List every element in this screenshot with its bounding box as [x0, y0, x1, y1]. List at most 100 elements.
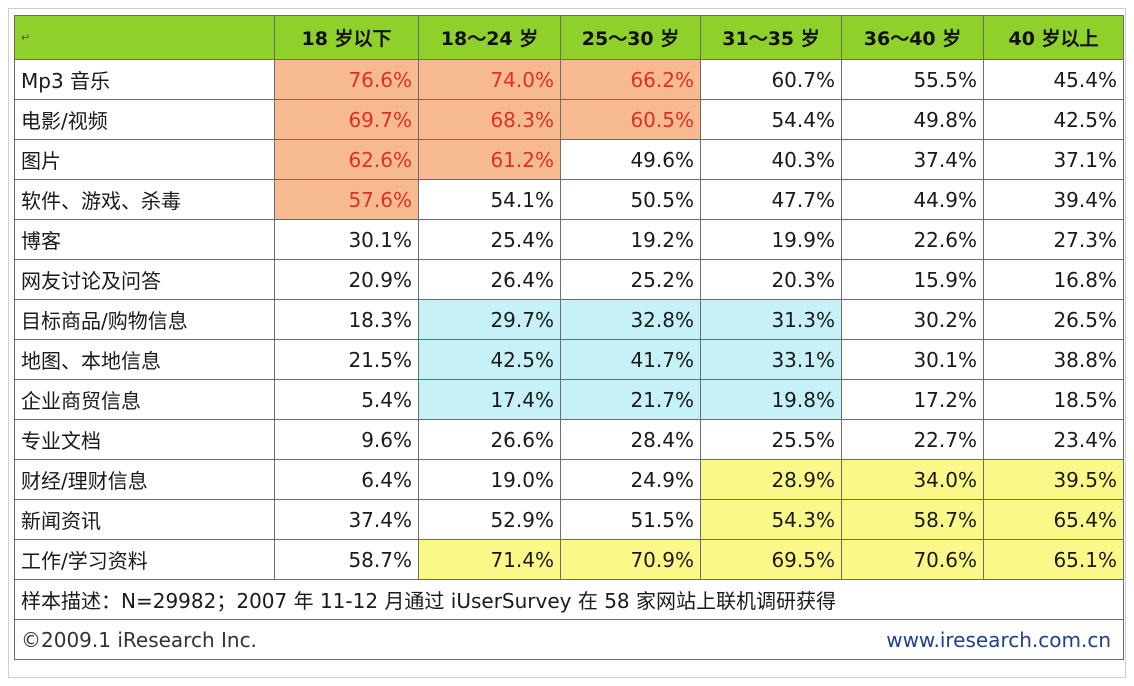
header-age-36-40: 36～40 岁: [841, 15, 984, 60]
row-label: 软件、游戏、杀毒: [14, 179, 275, 220]
value-cell: 70.9%: [560, 539, 701, 580]
age-usage-table: ↵ 18 岁以下 18～24 岁 25～30 岁 31～35 岁 36～40 岁…: [14, 15, 1124, 660]
value-cell: 45.4%: [983, 59, 1124, 100]
value-cell: 27.3%: [983, 219, 1124, 260]
table-row: 财经/理财信息 6.4% 19.0% 24.9% 28.9% 34.0% 39.5%: [14, 459, 1124, 500]
value-cell: 65.4%: [983, 499, 1124, 540]
row-label: 财经/理财信息: [14, 459, 275, 500]
value-cell: 42.5%: [418, 339, 561, 380]
value-cell: 55.5%: [841, 59, 984, 100]
value-cell: 26.6%: [418, 419, 561, 460]
value-cell: 25.5%: [700, 419, 842, 460]
value-cell: 17.2%: [841, 379, 984, 420]
value-cell: 42.5%: [983, 99, 1124, 140]
value-cell: 9.6%: [274, 419, 419, 460]
row-label: 工作/学习资料: [14, 539, 275, 580]
value-cell: 60.7%: [700, 59, 842, 100]
value-cell: 52.9%: [418, 499, 561, 540]
table-row: 目标商品/购物信息 18.3% 29.7% 32.8% 31.3% 30.2% 26.5%: [14, 299, 1124, 340]
value-cell: 58.7%: [841, 499, 984, 540]
value-cell: 61.2%: [418, 139, 561, 180]
row-label: 地图、本地信息: [14, 339, 275, 380]
value-cell: 34.0%: [841, 459, 984, 500]
copyright-row: ©2009.1 iResearch Inc. www.iresearch.com…: [14, 619, 1124, 660]
row-label: 网友讨论及问答: [14, 259, 275, 300]
value-cell: 26.5%: [983, 299, 1124, 340]
value-cell: 57.6%: [274, 179, 419, 220]
value-cell: 37.4%: [274, 499, 419, 540]
value-cell: 40.3%: [700, 139, 842, 180]
value-cell: 31.3%: [700, 299, 842, 340]
value-cell: 20.3%: [700, 259, 842, 300]
header-row: ↵ 18 岁以下 18～24 岁 25～30 岁 31～35 岁 36～40 岁…: [14, 15, 1124, 60]
value-cell: 39.4%: [983, 179, 1124, 220]
value-cell: 24.9%: [560, 459, 701, 500]
value-cell: 18.3%: [274, 299, 419, 340]
value-cell: 37.4%: [841, 139, 984, 180]
value-cell: 15.9%: [841, 259, 984, 300]
value-cell: 5.4%: [274, 379, 419, 420]
value-cell: 25.2%: [560, 259, 701, 300]
row-label: 博客: [14, 219, 275, 260]
value-cell: 68.3%: [418, 99, 561, 140]
value-cell: 21.5%: [274, 339, 419, 380]
value-cell: 28.4%: [560, 419, 701, 460]
value-cell: 30.1%: [274, 219, 419, 260]
header-age-under-18: 18 岁以下: [274, 15, 419, 60]
note-row: 样本描述：N=29982；2007 年 11-12 月通过 iUserSurve…: [14, 579, 1124, 620]
row-label: 专业文档: [14, 419, 275, 460]
table-row: 博客 30.1% 25.4% 19.2% 19.9% 22.6% 27.3%: [14, 219, 1124, 260]
value-cell: 49.8%: [841, 99, 984, 140]
website-link[interactable]: www.iresearch.com.cn: [886, 627, 1111, 652]
value-cell: 19.0%: [418, 459, 561, 500]
value-cell: 49.6%: [560, 139, 701, 180]
header-age-18-24: 18～24 岁: [418, 15, 561, 60]
value-cell: 18.5%: [983, 379, 1124, 420]
value-cell: 51.5%: [560, 499, 701, 540]
value-cell: 22.6%: [841, 219, 984, 260]
table-row: 图片 62.6% 61.2% 49.6% 40.3% 37.4% 37.1%: [14, 139, 1124, 180]
row-label: 企业商贸信息: [14, 379, 275, 420]
value-cell: 19.2%: [560, 219, 701, 260]
table-row: 工作/学习资料 58.7% 71.4% 70.9% 69.5% 70.6% 65.1%: [14, 539, 1124, 580]
value-cell: 29.7%: [418, 299, 561, 340]
value-cell: 66.2%: [560, 59, 701, 100]
value-cell: 30.2%: [841, 299, 984, 340]
value-cell: 19.8%: [700, 379, 842, 420]
copyright-text: ©2009.1 iResearch Inc.: [21, 627, 257, 652]
table-row: 网友讨论及问答 20.9% 26.4% 25.2% 20.3% 15.9% 16.8%: [14, 259, 1124, 300]
value-cell: 6.4%: [274, 459, 419, 500]
value-cell: 20.9%: [274, 259, 419, 300]
value-cell: 25.4%: [418, 219, 561, 260]
value-cell: 71.4%: [418, 539, 561, 580]
value-cell: 69.7%: [274, 99, 419, 140]
row-label: 电影/视频: [14, 99, 275, 140]
value-cell: 50.5%: [560, 179, 701, 220]
value-cell: 21.7%: [560, 379, 701, 420]
row-label: 新闻资讯: [14, 499, 275, 540]
header-age-31-35: 31～35 岁: [700, 15, 842, 60]
value-cell: 54.3%: [700, 499, 842, 540]
value-cell: 58.7%: [274, 539, 419, 580]
value-cell: 74.0%: [418, 59, 561, 100]
value-cell: 69.5%: [700, 539, 842, 580]
sample-note: 样本描述：N=29982；2007 年 11-12 月通过 iUserSurve…: [14, 579, 1124, 620]
row-label: 目标商品/购物信息: [14, 299, 275, 340]
table-row: 专业文档 9.6% 26.6% 28.4% 25.5% 22.7% 23.4%: [14, 419, 1124, 460]
table-row: 新闻资讯 37.4% 52.9% 51.5% 54.3% 58.7% 65.4%: [14, 499, 1124, 540]
corner-cell: ↵: [14, 15, 275, 60]
value-cell: 65.1%: [983, 539, 1124, 580]
value-cell: 62.6%: [274, 139, 419, 180]
table-row: 地图、本地信息 21.5% 42.5% 41.7% 33.1% 30.1% 38.8%: [14, 339, 1124, 380]
table-row: 电影/视频 69.7% 68.3% 60.5% 54.4% 49.8% 42.5%: [14, 99, 1124, 140]
value-cell: 23.4%: [983, 419, 1124, 460]
value-cell: 22.7%: [841, 419, 984, 460]
value-cell: 47.7%: [700, 179, 842, 220]
value-cell: 17.4%: [418, 379, 561, 420]
value-cell: 33.1%: [700, 339, 842, 380]
value-cell: 38.8%: [983, 339, 1124, 380]
value-cell: 16.8%: [983, 259, 1124, 300]
row-label: 图片: [14, 139, 275, 180]
value-cell: 19.9%: [700, 219, 842, 260]
header-age-25-30: 25～30 岁: [560, 15, 701, 60]
